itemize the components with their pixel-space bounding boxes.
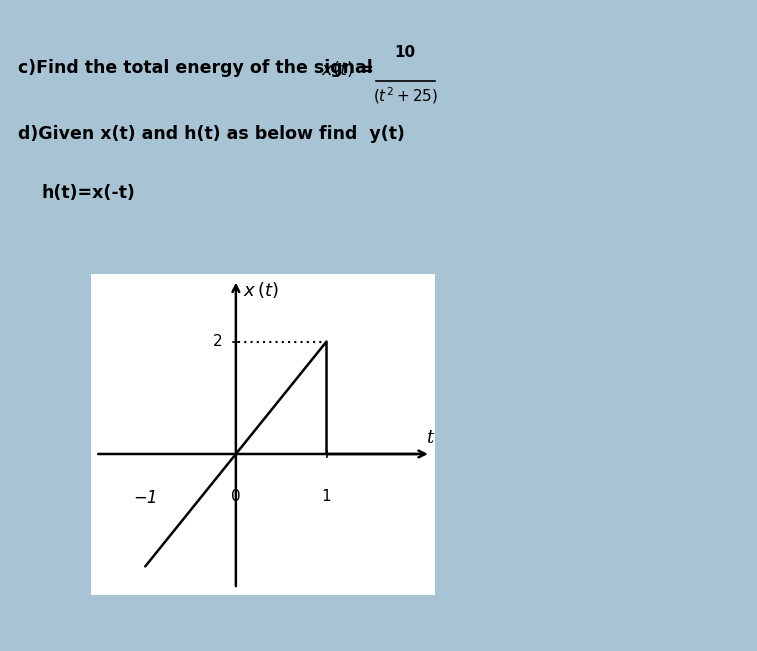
Text: $(t^2+25)$: $(t^2+25)$ [372, 85, 438, 105]
Text: $\mathbf{\mathit{x(t)}}$: $\mathbf{\mathit{x(t)}}$ [321, 59, 354, 79]
Text: t: t [426, 429, 434, 447]
Text: 1: 1 [322, 489, 332, 504]
Text: 2: 2 [213, 334, 223, 349]
Text: c)Find the total energy of the signal: c)Find the total energy of the signal [18, 59, 373, 77]
Text: $\mathbf{=}$: $\mathbf{=}$ [355, 59, 373, 77]
Text: 10: 10 [394, 45, 416, 60]
Text: $x\,(t)$: $x\,(t)$ [243, 280, 279, 299]
Text: d)Given x(t) and h(t) as below find  y(t): d)Given x(t) and h(t) as below find y(t) [18, 124, 405, 143]
Text: h(t)=x(-t): h(t)=x(-t) [41, 184, 135, 202]
Text: 0: 0 [231, 489, 241, 504]
Text: −1: −1 [133, 489, 157, 507]
